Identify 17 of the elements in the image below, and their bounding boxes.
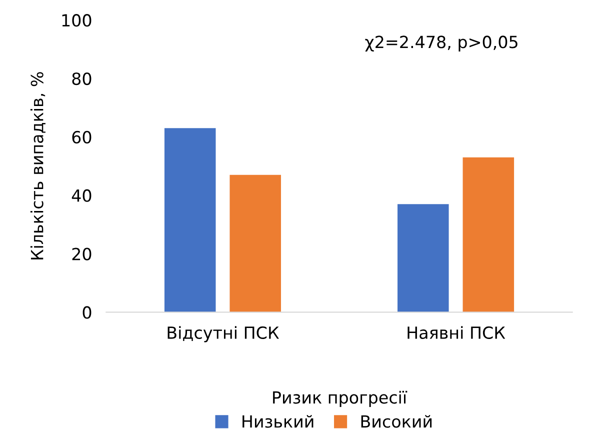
y-tick-label: 100 — [62, 14, 92, 27]
x-axis-title: Ризик прогресії — [273, 390, 408, 407]
y-tick-label: 60 — [72, 130, 92, 144]
y-tick-label: 80 — [72, 72, 92, 86]
bar — [230, 174, 281, 312]
y-tick-label: 40 — [72, 189, 92, 202]
legend-label: Низький — [242, 414, 314, 428]
y-tick-label: 20 — [72, 248, 92, 260]
y-axis-title: Кількість випадків, % — [30, 72, 46, 260]
y-tick-label: 0 — [82, 306, 92, 319]
annotation: χ2=2.478, p>0,05 — [365, 36, 518, 52]
bar — [462, 157, 514, 312]
x-tick-label: Наявні ПСК — [408, 326, 506, 339]
legend-label: Високий — [361, 414, 432, 428]
bar — [398, 204, 449, 312]
bar — [164, 128, 216, 312]
x-tick-label: Відсутні ПСК — [168, 326, 279, 342]
